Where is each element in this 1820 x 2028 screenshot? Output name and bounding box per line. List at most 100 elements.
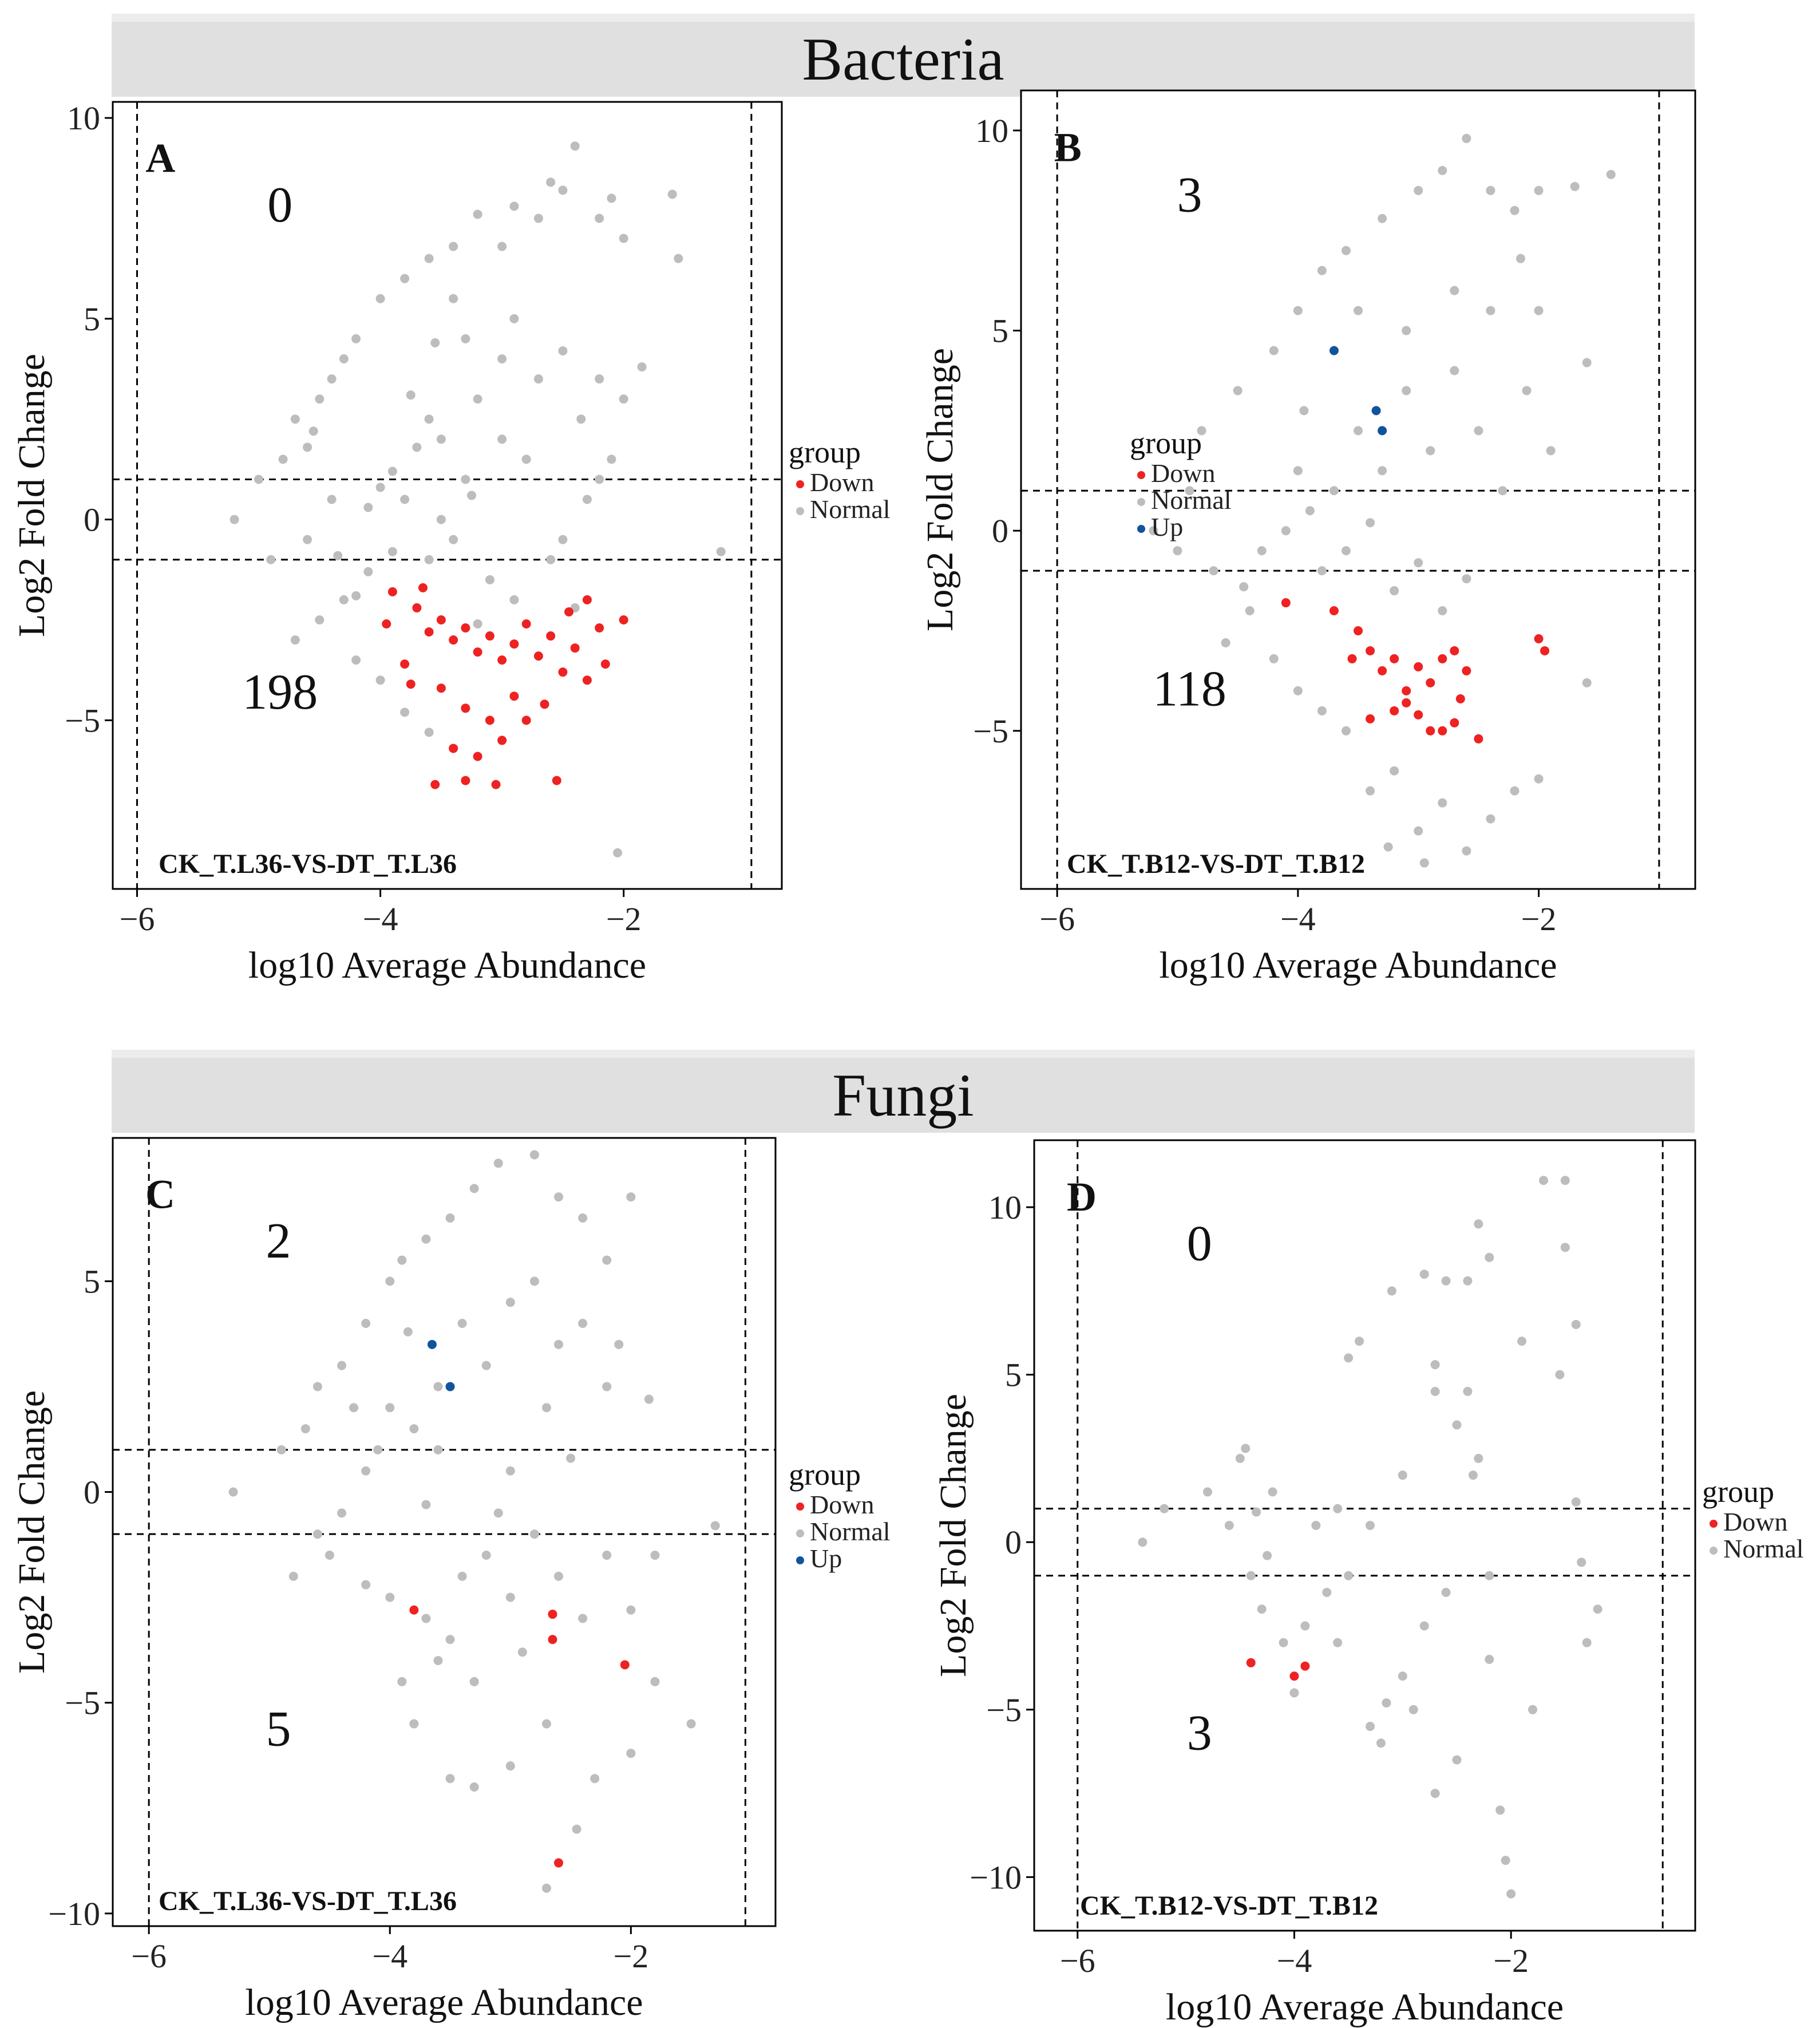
panel-b-count-down: 118: [1153, 661, 1226, 717]
panel-c-normal-point: [433, 1656, 443, 1666]
panel-b-label: B: [1054, 125, 1082, 171]
panel-a-normal-point: [449, 242, 458, 251]
panel-c-xtick-label: −2: [613, 1938, 648, 1975]
panel-c-normal-point: [312, 1529, 322, 1539]
panel-b-normal-point: [1450, 286, 1459, 295]
panel-d-legend-normal: Normal: [1723, 1534, 1804, 1563]
panel-d-legend-swatch-normal: [1710, 1547, 1718, 1555]
panel-a-normal-point: [436, 434, 446, 444]
panel-c-legend-swatch-normal: [796, 1529, 804, 1537]
panel-c-normal-point: [505, 1761, 515, 1771]
panel-a-down-point: [619, 615, 628, 624]
panel-a-down-point: [540, 699, 549, 709]
panel-a-normal-point: [400, 274, 410, 283]
panel-c-xtick-label: −6: [131, 1938, 167, 1975]
panel-b-down-point: [1390, 654, 1399, 663]
panel-b-normal-point: [1486, 814, 1495, 824]
panel-b-normal-point: [1438, 798, 1447, 808]
panel-b-normal-point: [1510, 205, 1520, 215]
panel-c-normal-point: [397, 1255, 407, 1265]
panel-d-normal-point: [1485, 1571, 1494, 1580]
panel-a-down-point: [400, 659, 410, 669]
panel-a-legend-down: Down: [810, 468, 874, 497]
panel-b-normal-point: [1239, 582, 1249, 592]
panel-b-normal-point: [1419, 858, 1429, 868]
panel-b-normal-point: [1305, 506, 1315, 516]
panel-b-legend-normal: Normal: [1151, 485, 1232, 515]
panel-b-down-point: [1426, 726, 1435, 736]
panel-d-normal-point: [1257, 1604, 1267, 1614]
panel-b-normal-point: [1582, 678, 1592, 687]
panel-a-legend-title: group: [789, 435, 861, 469]
panel-d-normal-point: [1344, 1353, 1354, 1363]
panel-d-normal-point: [1501, 1856, 1510, 1865]
panel-d-ytick-label: −10: [970, 1859, 1022, 1896]
panel-d-comparison-label: CK_T.B12-VS-DT_T.B12: [1080, 1891, 1378, 1921]
panel-b-normal-point: [1582, 358, 1592, 367]
panel-c-normal-point: [578, 1213, 588, 1223]
panel-a-normal-point: [375, 483, 385, 492]
panel-b-normal-point: [1366, 786, 1375, 796]
panel-a-normal-point: [387, 467, 397, 476]
panel-a-normal-point: [308, 426, 318, 436]
panel-a-normal-point: [412, 442, 422, 452]
panel-d-down-point: [1300, 1661, 1310, 1671]
panel-b-normal-point: [1366, 518, 1375, 528]
panel-b-xtick-label: −2: [1521, 900, 1557, 938]
panel-b-up-point: [1371, 406, 1381, 416]
panel-c-normal-point: [361, 1580, 371, 1590]
panel-d-normal-point: [1485, 1252, 1494, 1262]
panel-a-normal-point: [449, 294, 458, 303]
panel-d-normal-point: [1571, 1319, 1581, 1329]
panel-a-normal-point: [607, 454, 616, 464]
panel-a-normal-point: [315, 394, 325, 404]
panel-d-normal-point: [1560, 1176, 1570, 1185]
panel-d-normal-point: [1241, 1444, 1251, 1453]
panel-c-normal-point: [433, 1382, 443, 1391]
panel-a-down-point: [387, 587, 397, 596]
panel-a-count-down: 198: [242, 665, 318, 720]
panel-a-ytick-label: 0: [84, 501, 100, 539]
panel-c-down-point: [554, 1858, 564, 1868]
panel-b-normal-point: [1426, 446, 1435, 456]
panel-d-normal-point: [1474, 1453, 1483, 1463]
panel-b-normal-point: [1402, 326, 1411, 335]
panel-b-normal-point: [1341, 546, 1351, 556]
panel-c-normal-point: [469, 1184, 479, 1193]
panel-b-down-point: [1438, 726, 1447, 736]
panel-d-normal-point: [1430, 1789, 1440, 1798]
panel-d-normal-point: [1376, 1738, 1386, 1748]
panel-c-down-point: [548, 1610, 557, 1619]
panel-d-normal-point: [1419, 1270, 1429, 1279]
panel-b-normal-point: [1534, 774, 1544, 784]
panel-d-normal-point: [1538, 1176, 1548, 1185]
panel-b-normal-point: [1462, 846, 1471, 856]
panel-b-normal-point: [1438, 606, 1447, 616]
panel-c-normal-point: [325, 1551, 334, 1560]
panel-a-normal-point: [558, 346, 568, 355]
panel-a-down-point: [595, 623, 604, 633]
panel-a-normal-point: [315, 615, 325, 624]
panel-b-normal-point: [1534, 185, 1544, 195]
panel-b-normal-point: [1438, 165, 1447, 175]
panel-a-xtick-label: −2: [606, 900, 642, 938]
panel-a-down-point: [509, 691, 519, 701]
panel-b-down-point: [1462, 666, 1471, 675]
panel-d-normal-point: [1468, 1470, 1478, 1480]
panel-b-normal-point: [1450, 366, 1459, 375]
panel-c-normal-point: [529, 1276, 539, 1286]
panel-d-normal-point: [1289, 1688, 1299, 1698]
panel-b-legend-title: group: [1130, 426, 1202, 460]
panel-b-normal-point: [1606, 169, 1616, 179]
panel-b-legend-swatch-up: [1137, 525, 1145, 533]
panel-c-up-point: [445, 1382, 455, 1391]
panel-b-down-point: [1414, 662, 1423, 671]
panel-b-down-point: [1329, 606, 1339, 616]
panel-c-normal-point: [481, 1551, 491, 1560]
panel-d-normal-point: [1138, 1537, 1148, 1547]
panel-a-normal-point: [449, 535, 458, 544]
panel-a-normal-point: [339, 595, 349, 604]
panel-a-normal-point: [375, 675, 385, 685]
panel-c-normal-point: [602, 1551, 612, 1560]
